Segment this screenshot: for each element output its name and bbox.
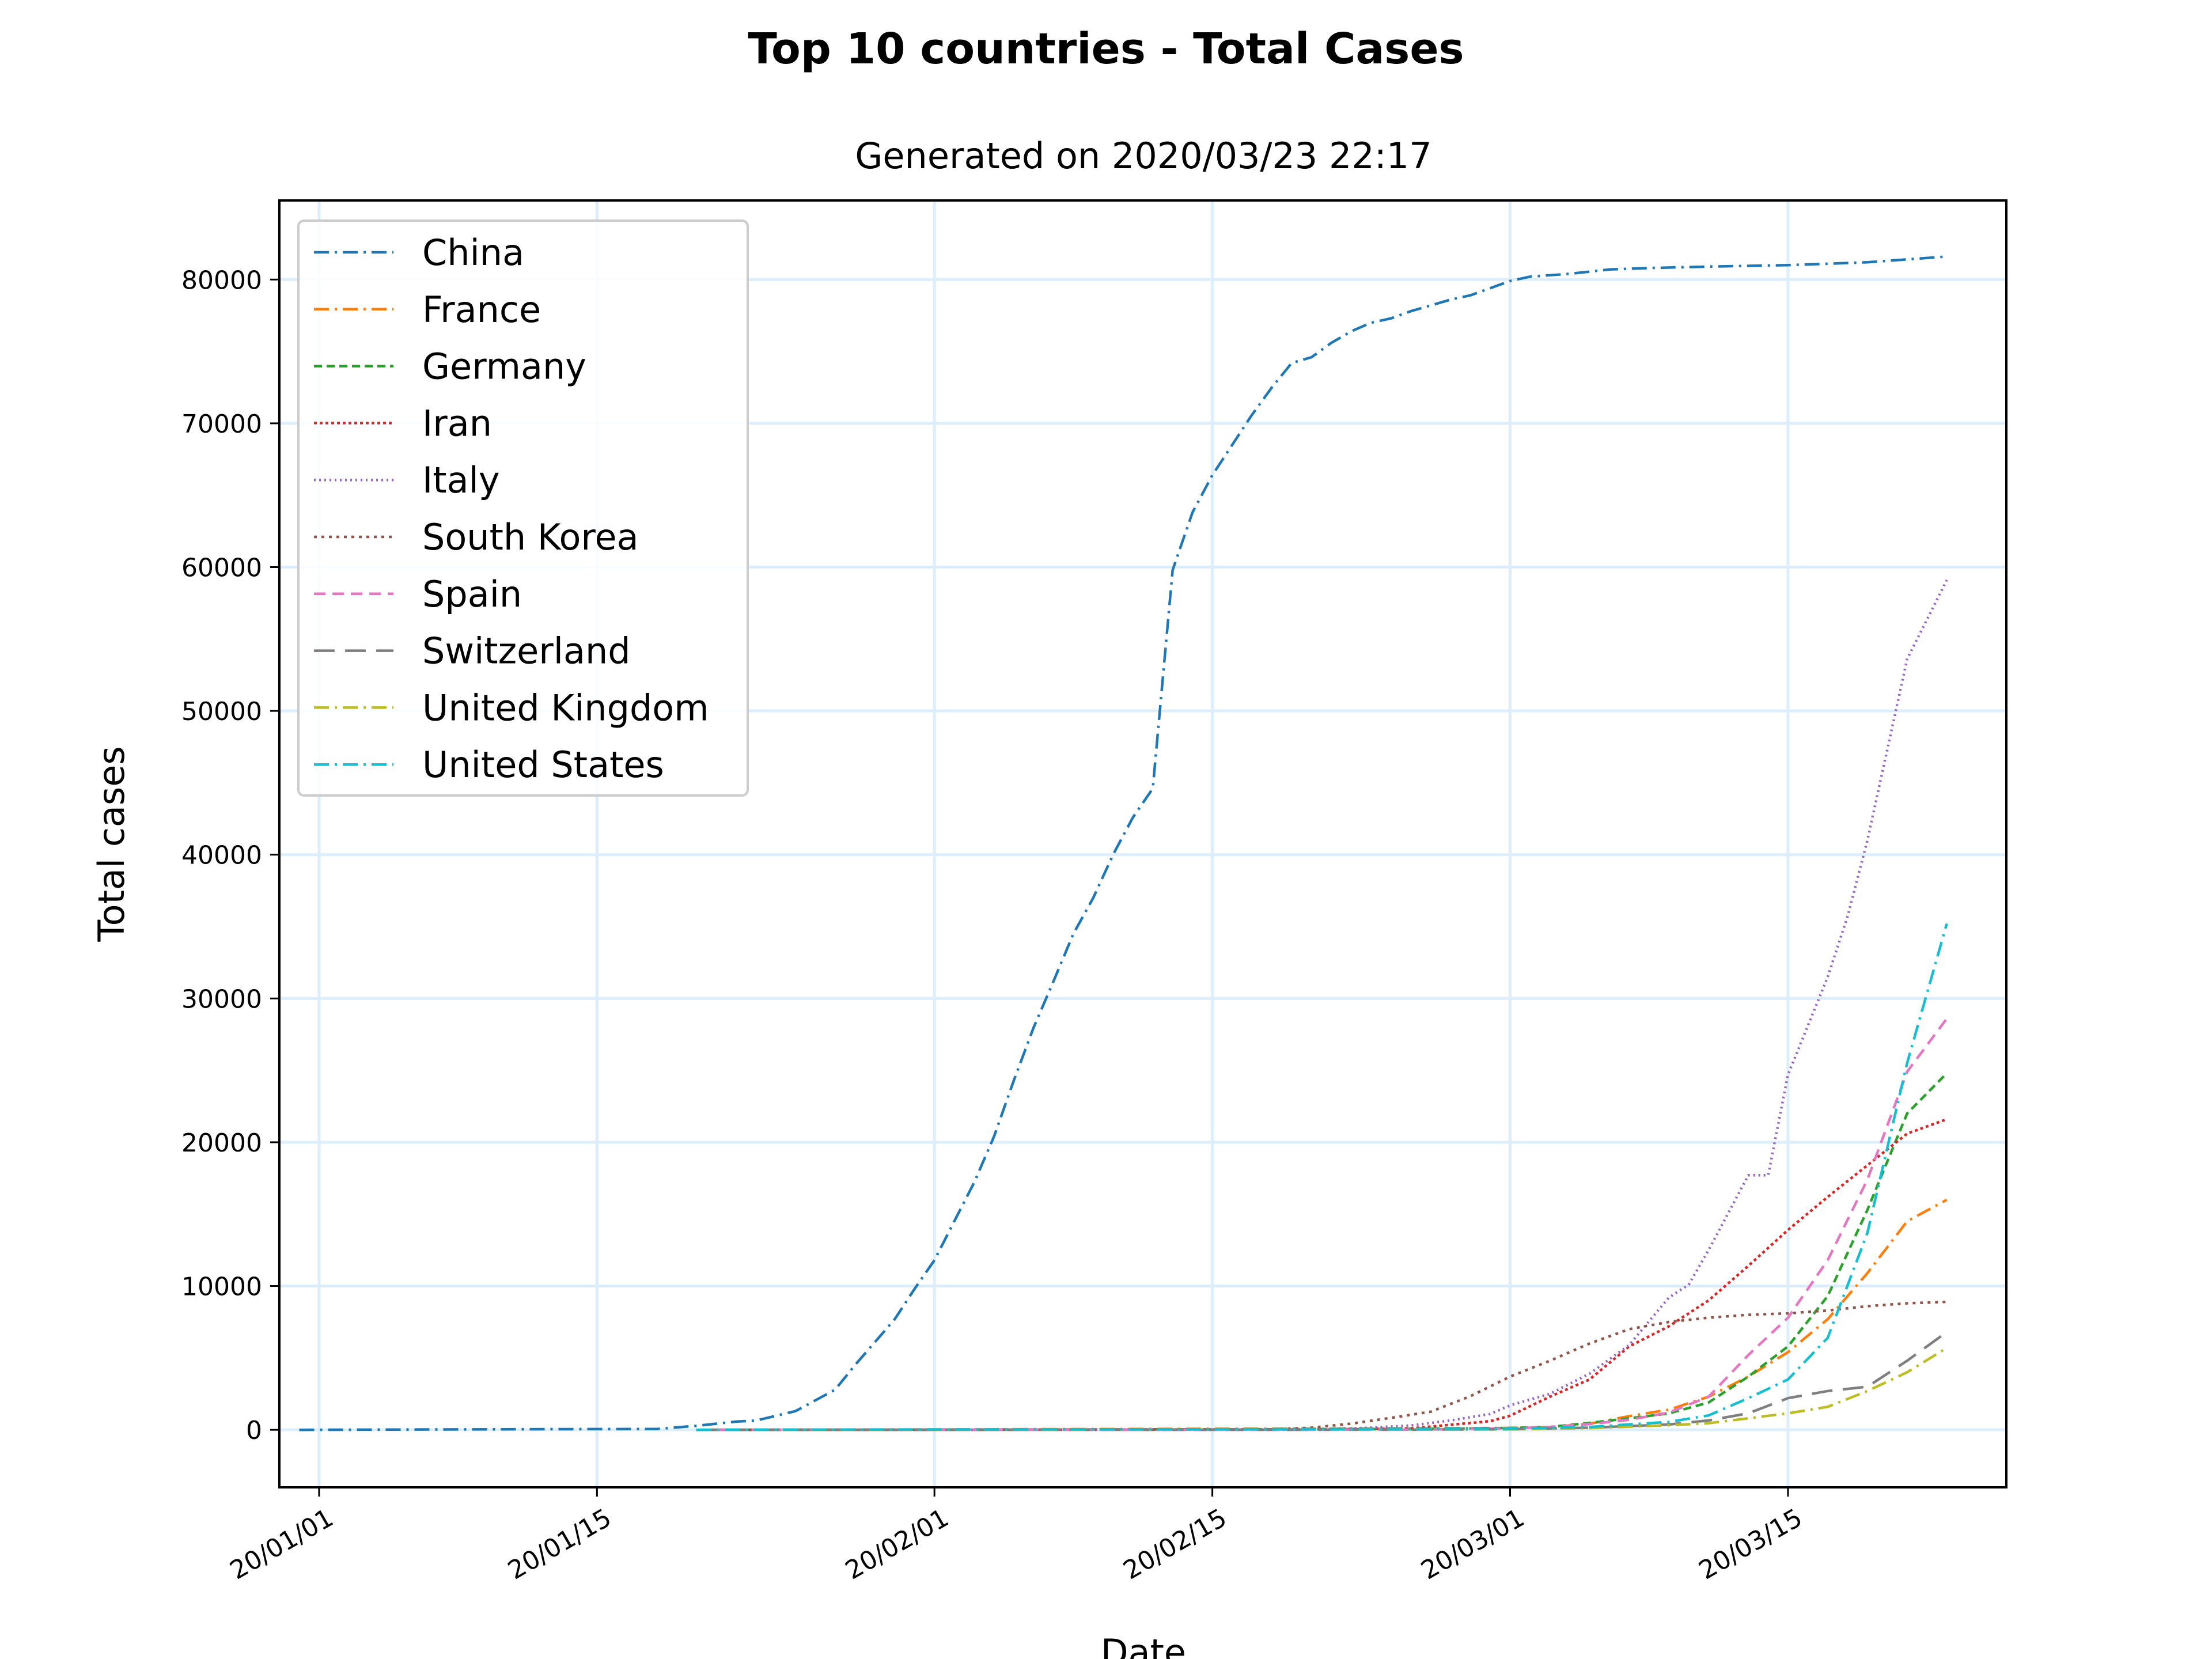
y-tick-label: 30000 <box>181 984 262 1014</box>
legend-label-china: China <box>422 232 524 274</box>
legend-label-united-kingdom: United Kingdom <box>422 687 709 729</box>
legend-label-iran: Iran <box>422 402 492 444</box>
series-line-south-korea <box>696 1300 1947 1431</box>
legend-box <box>297 219 749 797</box>
legend-label-italy: Italy <box>422 459 500 501</box>
y-tick-label: 50000 <box>181 697 262 726</box>
series-line-iran <box>696 1118 1948 1431</box>
series-line-germany <box>696 1072 1948 1431</box>
x-axis-label: Date <box>1101 1631 1186 1659</box>
series-line-china <box>299 255 1947 1431</box>
series-line-switzerland <box>696 1331 1948 1431</box>
legend-label-united-states: United States <box>422 744 664 786</box>
series-lines <box>299 255 1948 1431</box>
legend-label-france: France <box>422 289 541 331</box>
legend-label-spain: Spain <box>422 573 522 615</box>
series-line-united-states <box>696 923 1948 1431</box>
y-tick-label: 40000 <box>181 841 262 870</box>
chart-subtitle: Generated on 2020/03/23 22:17 <box>855 135 1431 177</box>
y-axis-label: Total cases <box>90 746 132 942</box>
legend-label-germany: Germany <box>422 346 586 388</box>
legend-label-switzerland: Switzerland <box>422 630 631 672</box>
y-tick-label: 0 <box>246 1416 262 1445</box>
y-tick-label: 10000 <box>181 1272 262 1302</box>
y-tick-label: 70000 <box>181 410 262 439</box>
y-tick-label: 60000 <box>181 554 262 583</box>
legend: China France Germany Iran Italy South Korea Sp… <box>297 219 749 797</box>
chart-title: Top 10 countries - Total Cases <box>748 24 1464 74</box>
y-tick-label: 20000 <box>181 1128 262 1158</box>
legend-label-south-korea: South Korea <box>422 516 639 558</box>
y-tick-label: 80000 <box>181 266 262 295</box>
series-line-italy <box>696 579 1948 1431</box>
plot-frame <box>278 199 2008 1488</box>
